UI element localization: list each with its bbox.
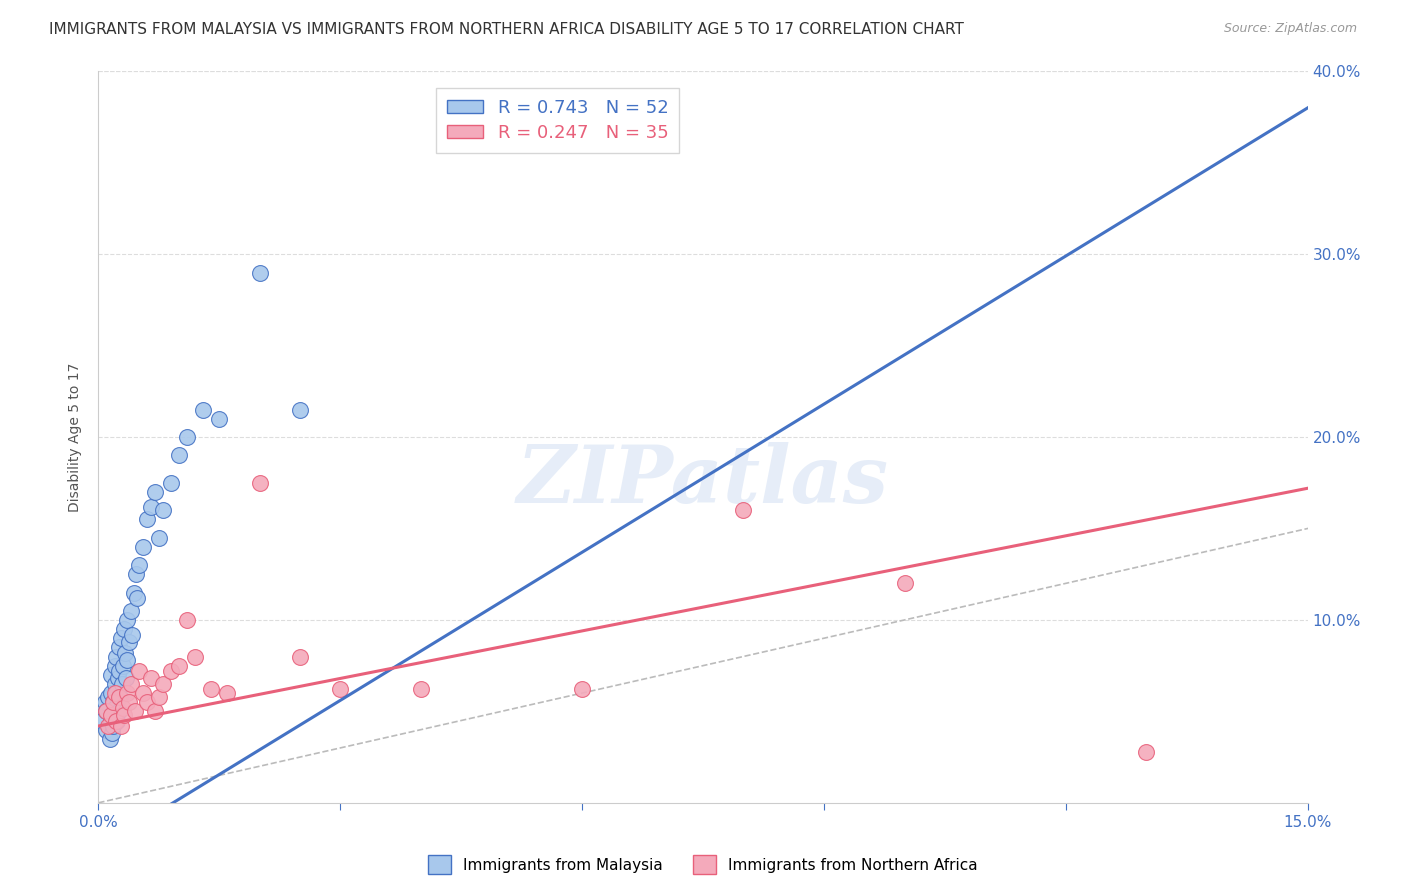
Point (101, 719, 124, 733)
Point (97, 690, 120, 704)
Point (120, 677, 142, 691)
Point (105, 714, 128, 728)
Point (96, 723, 118, 737)
Point (100, 686, 122, 700)
Point (114, 646, 136, 660)
Point (100, 667, 122, 681)
Point (143, 485, 166, 500)
Point (103, 708, 125, 723)
Point (167, 658, 190, 673)
Point (208, 412, 231, 426)
Point (329, 682, 352, 697)
Point (1135, 745, 1157, 759)
Point (100, 714, 122, 728)
Point (124, 567, 146, 582)
Point (409, 682, 432, 697)
Point (176, 613, 198, 627)
Point (101, 695, 124, 709)
Point (217, 686, 239, 700)
Point (139, 500, 162, 514)
Point (120, 604, 142, 618)
Point (98, 731, 121, 746)
Text: Source: ZipAtlas.com: Source: ZipAtlas.com (1223, 22, 1357, 36)
Point (249, 266, 271, 280)
Point (107, 690, 129, 704)
Point (160, 475, 183, 490)
Point (108, 664, 131, 678)
Point (96, 705, 118, 719)
Point (733, 503, 755, 517)
Point (132, 540, 155, 554)
Point (118, 695, 141, 709)
Point (110, 719, 132, 733)
Y-axis label: Disability Age 5 to 17: Disability Age 5 to 17 (67, 362, 82, 512)
Point (122, 585, 145, 599)
Point (114, 672, 136, 686)
Point (104, 700, 127, 714)
Point (107, 640, 129, 655)
Point (167, 448, 190, 462)
Point (101, 726, 124, 740)
Point (152, 503, 174, 517)
Point (111, 700, 134, 714)
Point (96, 705, 118, 719)
Point (135, 695, 157, 709)
Point (128, 664, 150, 678)
Point (571, 682, 593, 697)
Point (148, 690, 170, 704)
Point (127, 591, 149, 605)
Point (200, 682, 222, 697)
Point (115, 613, 138, 627)
Point (112, 708, 135, 723)
Point (121, 627, 143, 641)
Legend: Immigrants from Malaysia, Immigrants from Northern Africa: Immigrants from Malaysia, Immigrants fro… (422, 849, 984, 880)
Point (115, 686, 138, 700)
Point (143, 705, 166, 719)
Point (249, 475, 271, 490)
Legend: R = 0.743   N = 52, R = 0.247   N = 35: R = 0.743 N = 52, R = 0.247 N = 35 (436, 87, 679, 153)
Point (117, 653, 139, 667)
Point (100, 708, 122, 723)
Point (101, 695, 124, 709)
Point (105, 649, 128, 664)
Point (112, 622, 135, 636)
Point (152, 677, 174, 691)
Point (91, 714, 114, 728)
Point (103, 677, 125, 691)
Point (111, 677, 134, 691)
Point (176, 430, 198, 444)
Point (124, 705, 146, 719)
Point (107, 705, 129, 719)
Point (139, 672, 162, 686)
Point (105, 714, 128, 728)
Text: IMMIGRANTS FROM MALAYSIA VS IMMIGRANTS FROM NORTHERN AFRICA DISABILITY AGE 5 TO : IMMIGRANTS FROM MALAYSIA VS IMMIGRANTS F… (49, 22, 965, 37)
Point (94, 695, 117, 709)
Point (103, 658, 125, 673)
Point (107, 672, 129, 686)
Point (108, 690, 131, 704)
Point (135, 512, 157, 526)
Text: ZIPatlas: ZIPatlas (517, 442, 889, 520)
Point (893, 576, 915, 591)
Point (288, 402, 311, 417)
Point (105, 686, 128, 700)
Point (288, 649, 311, 664)
Point (97, 719, 120, 733)
Point (110, 632, 132, 646)
Point (193, 402, 215, 417)
Point (118, 635, 141, 649)
Point (184, 649, 207, 664)
Point (128, 558, 150, 573)
Point (160, 664, 183, 678)
Point (103, 686, 125, 700)
Point (148, 531, 170, 545)
Point (111, 658, 134, 673)
Point (132, 686, 155, 700)
